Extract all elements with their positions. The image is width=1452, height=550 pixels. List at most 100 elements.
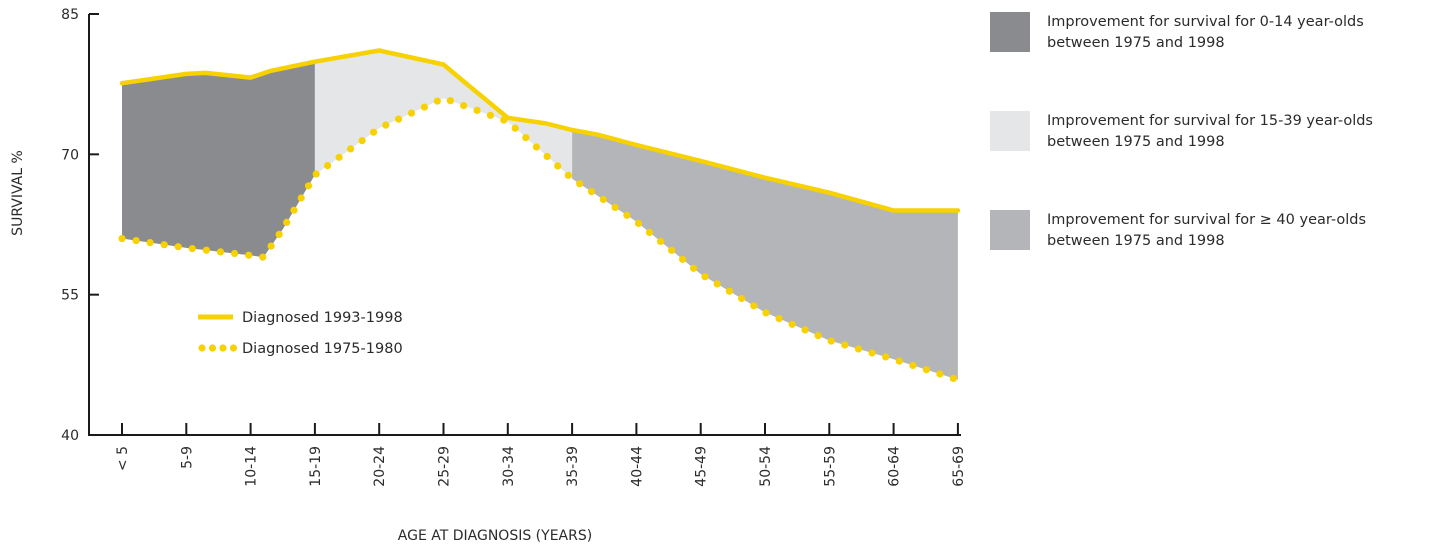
improvement-area-1 bbox=[314, 50, 573, 179]
data-point bbox=[267, 242, 275, 250]
data-point bbox=[750, 302, 758, 310]
data-point bbox=[775, 315, 783, 323]
data-point bbox=[738, 294, 746, 303]
data-point bbox=[132, 237, 140, 245]
data-point bbox=[216, 248, 225, 256]
data-point bbox=[500, 116, 508, 124]
data-point bbox=[420, 103, 428, 111]
legend-dotted-swatch bbox=[198, 344, 238, 352]
key-line-2: between 1975 and 1998 bbox=[1047, 233, 1225, 249]
x-tick-label: 30-34 bbox=[501, 446, 517, 487]
data-point bbox=[576, 180, 584, 188]
data-point bbox=[882, 353, 890, 361]
data-point bbox=[657, 237, 665, 245]
data-point bbox=[949, 374, 958, 382]
data-point bbox=[312, 170, 320, 178]
data-point bbox=[554, 162, 562, 170]
x-tick-label: 35-39 bbox=[565, 446, 581, 487]
improvement-area-2 bbox=[572, 130, 958, 380]
data-point bbox=[290, 206, 298, 214]
data-point bbox=[701, 273, 709, 281]
data-point bbox=[275, 230, 283, 238]
data-point bbox=[564, 171, 572, 179]
key-item-15-39: Improvement for survival for 15-39 year-… bbox=[990, 107, 1450, 167]
key-line-1: Improvement for survival for 15-39 year-… bbox=[1047, 113, 1373, 129]
data-point bbox=[909, 361, 917, 369]
key-item-0-14: Improvement for survival for 0-14 year-o… bbox=[990, 8, 1450, 68]
data-point bbox=[668, 246, 676, 254]
data-point bbox=[146, 239, 154, 247]
x-tick-label: 5-9 bbox=[179, 446, 195, 469]
legend-dot bbox=[229, 344, 238, 352]
data-point bbox=[713, 280, 721, 288]
data-point bbox=[473, 106, 481, 114]
survival-chart: < 5 5-9 10-14 15-19 20-24 25-29 30-34 35-39 40-4… bbox=[10, 7, 967, 544]
data-point bbox=[486, 111, 494, 119]
y-axis-title: SURVIVAL % bbox=[10, 150, 26, 236]
key-line-2: between 1975 and 1998 bbox=[1047, 134, 1225, 150]
data-point bbox=[335, 153, 343, 161]
y-tick-label: 70 bbox=[61, 147, 79, 163]
x-tick-label: 10-14 bbox=[244, 446, 260, 487]
data-point bbox=[895, 357, 903, 365]
data-point bbox=[347, 145, 355, 153]
x-tick-labels: < 5 5-9 10-14 15-19 20-24 25-29 30-34 35-39 40-4… bbox=[115, 446, 967, 487]
data-point bbox=[801, 326, 809, 334]
x-tick-label: 55-59 bbox=[822, 446, 838, 487]
data-point bbox=[922, 366, 931, 374]
series-line-1993-1998 bbox=[119, 48, 961, 213]
data-point bbox=[245, 251, 253, 259]
data-point bbox=[304, 182, 313, 190]
key-line-2: between 1975 and 1998 bbox=[1047, 35, 1225, 51]
data-point bbox=[841, 341, 849, 349]
data-point bbox=[174, 243, 182, 251]
data-point bbox=[543, 152, 551, 160]
data-point bbox=[407, 109, 416, 117]
data-point bbox=[854, 345, 863, 353]
data-point bbox=[231, 249, 239, 258]
key-text-15-39: Improvement for survival for 15-39 year-… bbox=[1047, 111, 1447, 153]
data-point bbox=[827, 337, 835, 345]
data-point bbox=[645, 228, 654, 236]
y-tick-label: 55 bbox=[61, 288, 79, 304]
data-point bbox=[433, 97, 441, 105]
series-lines bbox=[118, 48, 961, 382]
data-point bbox=[587, 188, 596, 196]
key-item-40-plus: Improvement for survival for ≥ 40 year-o… bbox=[990, 206, 1450, 266]
data-point bbox=[522, 134, 530, 142]
data-point bbox=[382, 121, 390, 129]
data-point bbox=[762, 309, 770, 317]
key-swatch-40-plus bbox=[990, 210, 1030, 250]
data-point bbox=[936, 370, 944, 378]
data-point bbox=[511, 124, 519, 132]
x-tick-label: 65-69 bbox=[951, 446, 967, 487]
data-point bbox=[324, 162, 332, 170]
data-point bbox=[202, 246, 210, 254]
data-point bbox=[446, 97, 454, 105]
legend-dot bbox=[198, 344, 206, 352]
chart-axes bbox=[88, 13, 961, 436]
data-point bbox=[814, 332, 822, 340]
key-text-0-14: Improvement for survival for 0-14 year-o… bbox=[1047, 12, 1447, 54]
x-tick-label: 50-54 bbox=[758, 446, 774, 487]
x-tick-label: 45-49 bbox=[694, 446, 710, 487]
key-line-1: Improvement for survival for 0-14 year-o… bbox=[1047, 14, 1364, 30]
data-point bbox=[868, 349, 876, 357]
data-point bbox=[160, 241, 168, 249]
data-point bbox=[611, 203, 619, 211]
legend-label-1975-1980: Diagnosed 1975-1980 bbox=[242, 341, 403, 357]
legend-dot bbox=[208, 344, 217, 352]
key-line-1: Improvement for survival for ≥ 40 year-o… bbox=[1047, 212, 1367, 228]
x-tick-label: < 5 bbox=[115, 446, 131, 471]
data-point bbox=[259, 253, 267, 261]
x-tick-label: 40-44 bbox=[629, 446, 645, 487]
key-text-40-plus: Improvement for survival for ≥ 40 year-o… bbox=[1047, 210, 1447, 252]
data-point bbox=[623, 211, 631, 219]
data-point bbox=[634, 219, 643, 227]
y-tick-labels: 85 70 55 40 bbox=[61, 7, 79, 444]
data-point bbox=[370, 128, 378, 136]
x-axis-title: AGE AT DIAGNOSIS (YEARS) bbox=[398, 528, 592, 544]
data-point bbox=[599, 195, 607, 204]
data-point bbox=[118, 234, 126, 243]
data-point bbox=[188, 245, 196, 253]
